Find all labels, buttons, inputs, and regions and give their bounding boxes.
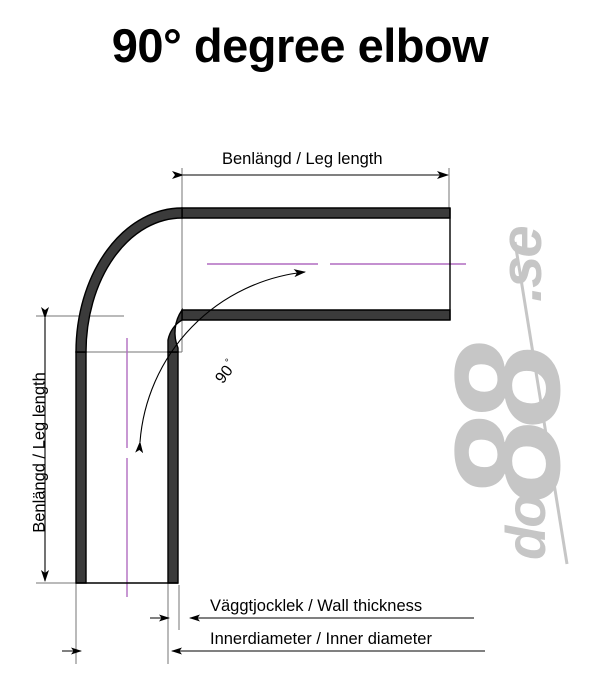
horizontal-leg-bottom-wall: [181, 309, 451, 321]
vertical-leg-right-wall: [167, 351, 179, 584]
label-top-leg-length: Benlängd / Leg length: [222, 150, 383, 168]
construction-lines: [36, 168, 450, 664]
bend-inner-wall: [167, 307, 183, 353]
angle-arc-90: [135, 269, 306, 454]
bend-outer-wall: [75, 207, 183, 353]
label-left-leg-length: Benlängd / Leg length: [30, 372, 49, 533]
page-title: 90° degree elbow: [111, 19, 489, 72]
vertical-leg-left-wall: [75, 351, 87, 584]
angle-arc-path: [135, 269, 306, 454]
centerlines: [126, 263, 466, 597]
svg-text:88: 88: [423, 343, 591, 502]
label-wall-thickness: Väggtjocklek / Wall thickness: [210, 597, 423, 615]
svg-text:do: do: [494, 495, 557, 560]
label-inner-diameter: Innerdiameter / Inner diameter: [210, 630, 432, 648]
horizontal-leg-top-wall: [181, 207, 451, 219]
watermark-do88se: do 88 .se: [423, 227, 591, 565]
